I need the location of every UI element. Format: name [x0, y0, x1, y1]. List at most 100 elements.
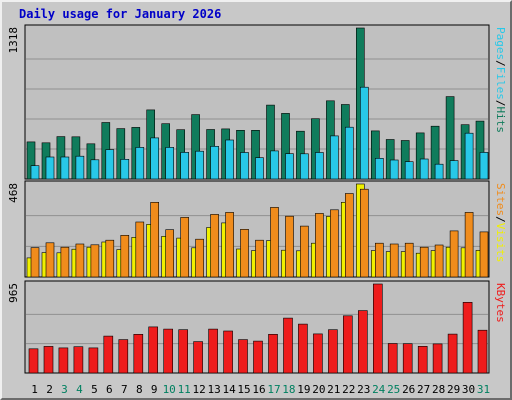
- x-tick-label-day-3: 3: [61, 383, 68, 396]
- bar-kbytes-day-26: [402, 343, 413, 374]
- bar-kbytes-day-18: [283, 317, 293, 374]
- bar-sites-day-19: [300, 225, 309, 278]
- legend-entry-sites: Sites: [494, 183, 507, 216]
- bar-sites-day-7: [120, 235, 130, 278]
- bar-sites-day-18: [285, 215, 294, 278]
- y-max-label-kbytes: 965: [7, 283, 20, 303]
- bar-files-day-4: [75, 155, 85, 180]
- bar-sites-day-5: [90, 244, 100, 278]
- x-tick-label-day-13: 13: [207, 383, 220, 396]
- x-tick-label-day-7: 7: [121, 383, 128, 396]
- bar-sites-day-31: [479, 231, 489, 278]
- bar-kbytes-day-31: [477, 329, 488, 374]
- bar-files-day-22: [344, 126, 354, 180]
- bar-kbytes-day-10: [163, 328, 173, 374]
- legend-kbytes: KBytes: [494, 283, 507, 323]
- x-tick-label-day-11: 11: [178, 383, 191, 396]
- bar-kbytes-day-1: [28, 348, 39, 374]
- bar-sites-day-10: [165, 229, 174, 278]
- bar-kbytes-day-15: [238, 339, 248, 374]
- x-tick-label-day-12: 12: [192, 383, 205, 396]
- bar-files-day-2: [45, 156, 55, 180]
- bar-kbytes-day-7: [118, 339, 129, 374]
- bar-files-day-8: [135, 147, 145, 180]
- bar-files-day-23: [359, 86, 369, 180]
- bar-kbytes-day-14: [223, 330, 233, 374]
- x-tick-label-day-4: 4: [76, 383, 83, 396]
- bar-sites-day-8: [135, 221, 145, 278]
- x-tick-label-day-5: 5: [91, 383, 98, 396]
- x-tick-label-day-20: 20: [312, 383, 325, 396]
- x-tick-label-day-15: 15: [237, 383, 250, 396]
- bar-files-day-9: [150, 137, 159, 180]
- bar-kbytes-day-24: [372, 283, 383, 374]
- bar-kbytes-day-19: [298, 323, 308, 374]
- bar-files-day-12: [195, 150, 204, 180]
- bar-kbytes-day-23: [357, 310, 368, 374]
- chart-title: Daily usage for January 2026: [19, 7, 222, 21]
- x-tick-label-day-27: 27: [417, 383, 430, 396]
- y-max-label-visits-sites: 468: [7, 183, 20, 203]
- legend-entry-files: Files: [494, 67, 507, 100]
- bar-files-day-3: [60, 156, 70, 180]
- x-tick-label-day-16: 16: [252, 383, 265, 396]
- bar-files-day-14: [225, 139, 234, 180]
- bar-files-day-30: [464, 132, 474, 180]
- bar-kbytes-day-3: [58, 347, 69, 374]
- bar-files-day-28: [434, 163, 444, 180]
- bar-kbytes-day-12: [193, 341, 203, 374]
- bar-kbytes-day-16: [253, 340, 263, 374]
- bar-files-day-17: [270, 150, 279, 180]
- bar-files-day-20: [315, 152, 324, 180]
- bar-sites-day-30: [464, 212, 474, 278]
- bar-files-day-6: [105, 149, 115, 180]
- bar-kbytes-day-5: [88, 347, 99, 374]
- bar-sites-day-27: [419, 246, 429, 278]
- x-tick-label-day-1: 1: [31, 383, 38, 396]
- legend-entry-kbytes: KBytes: [494, 283, 507, 323]
- bar-files-day-21: [330, 135, 339, 180]
- bar-kbytes-day-6: [103, 335, 114, 374]
- bar-sites-day-9: [150, 202, 159, 278]
- bar-sites-day-23: [359, 188, 369, 278]
- bar-sites-day-25: [389, 243, 399, 278]
- bar-kbytes-day-2: [43, 346, 54, 374]
- legend-hits-files: Pages/Files/Hits: [494, 27, 507, 133]
- bar-sites-day-24: [374, 242, 384, 278]
- bar-sites-day-6: [105, 239, 115, 278]
- bar-kbytes-day-22: [342, 315, 353, 374]
- bar-sites-day-12: [195, 238, 204, 278]
- bar-sites-day-20: [315, 213, 324, 278]
- x-tick-label-day-17: 17: [267, 383, 280, 396]
- y-max-label-hits-files: 1318: [7, 27, 20, 54]
- bar-kbytes-day-28: [432, 343, 443, 374]
- bar-sites-day-14: [225, 212, 234, 278]
- bar-kbytes-day-9: [148, 326, 158, 374]
- bar-sites-day-28: [434, 244, 444, 278]
- bar-files-day-13: [210, 146, 219, 180]
- bar-sites-day-22: [344, 193, 354, 278]
- x-tick-label-day-14: 14: [222, 383, 236, 396]
- x-tick-label-day-25: 25: [387, 383, 400, 396]
- bar-files-day-19: [300, 153, 309, 180]
- bar-files-day-11: [180, 152, 189, 180]
- bar-sites-day-11: [180, 217, 189, 278]
- bar-kbytes-day-11: [178, 329, 188, 374]
- x-tick-label-day-19: 19: [297, 383, 310, 396]
- bar-kbytes-day-4: [73, 346, 84, 374]
- x-tick-label-day-22: 22: [342, 383, 355, 396]
- bar-files-day-27: [419, 158, 429, 180]
- bar-kbytes-day-8: [133, 333, 144, 374]
- x-tick-label-day-28: 28: [432, 383, 445, 396]
- x-tick-label-day-29: 29: [447, 383, 460, 396]
- x-tick-label-day-18: 18: [282, 383, 295, 396]
- bar-kbytes-day-13: [208, 328, 218, 374]
- x-tick-label-day-31: 31: [477, 383, 490, 396]
- bar-sites-day-3: [60, 246, 70, 278]
- bar-files-day-18: [285, 153, 294, 180]
- bar-sites-day-4: [75, 243, 85, 278]
- bar-sites-day-13: [210, 214, 219, 278]
- bar-files-day-25: [389, 159, 399, 180]
- x-tick-label-day-2: 2: [46, 383, 53, 396]
